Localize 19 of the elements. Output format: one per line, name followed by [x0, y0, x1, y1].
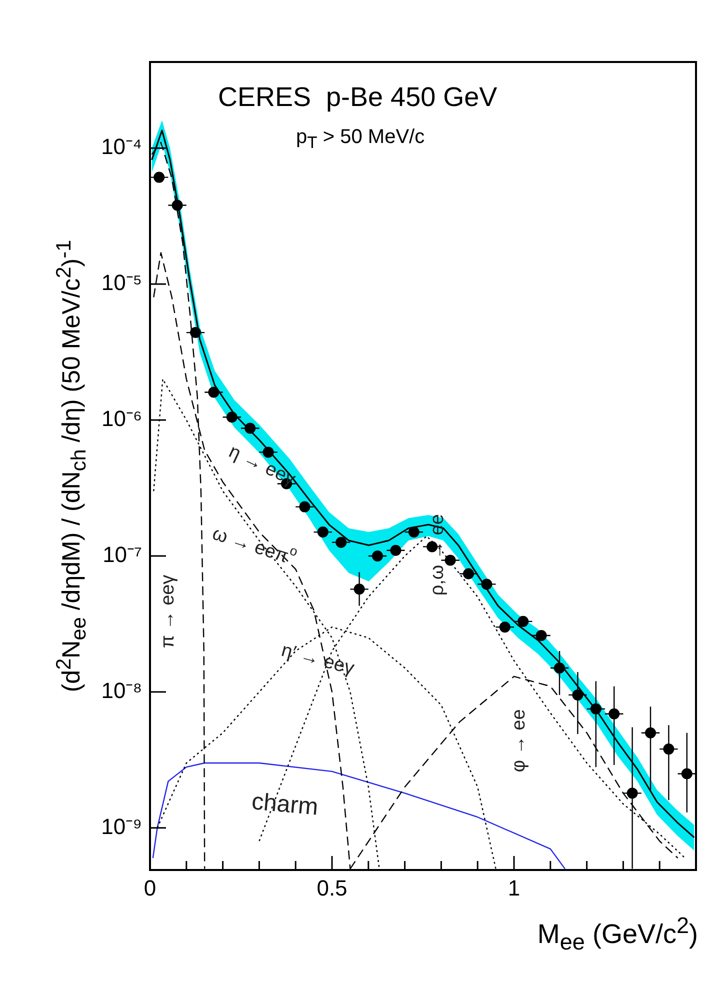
- y-tick-label: 10⁻⁴: [101, 134, 142, 160]
- annotation: ω → eeπo: [210, 523, 300, 568]
- x-tick-label: 0.5: [316, 875, 348, 900]
- text: CERES p-Be 450 GeV: [218, 82, 498, 113]
- x-tick-label: 1: [508, 875, 520, 900]
- annotation: η′ → eeγ: [279, 640, 357, 680]
- y-tick-label: 10⁻⁹: [101, 814, 142, 839]
- y-tick-label: 10⁻⁸: [101, 678, 142, 703]
- annotation: charm: [250, 788, 320, 821]
- y-tick-label: 10⁻⁵: [101, 270, 142, 296]
- annotation: π → eeγ: [157, 574, 178, 648]
- annotation: η → eeγ: [226, 441, 299, 490]
- x-axis-title: M$_{ee}$ (GeV/c$^{2}$): [537, 913, 698, 954]
- y-tick-label: 10⁻⁶: [101, 406, 142, 432]
- y-tick-label: 10⁻⁷: [102, 542, 142, 568]
- annotation: φ → ee: [508, 709, 530, 772]
- annotation: ρ,ω → ee: [426, 514, 448, 596]
- text: p$_{T}$ > 50 MeV/c: [296, 126, 425, 153]
- x-tick-label: 0: [144, 875, 156, 900]
